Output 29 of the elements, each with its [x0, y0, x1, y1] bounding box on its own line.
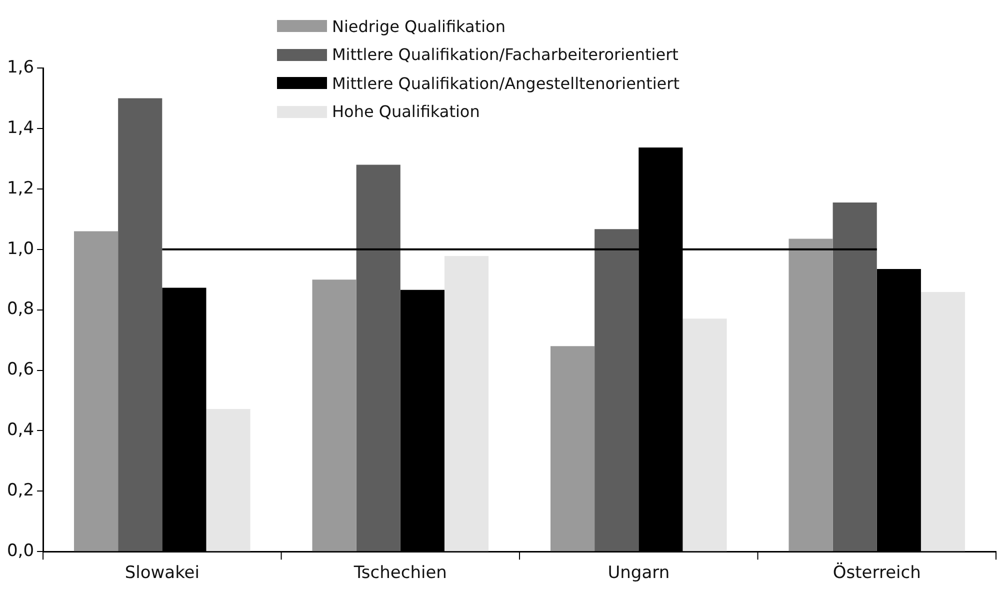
y-tick-label: 0,4: [6, 420, 34, 440]
bar: [312, 280, 356, 552]
legend-label: Mittlere Qualifikation/Angestelltenorientiert: [332, 74, 680, 93]
y-tick-label: 0,2: [6, 480, 34, 501]
y-tick-label: 0,6: [6, 360, 34, 380]
y-tick-label: 0,8: [6, 299, 34, 320]
bar: [118, 98, 162, 552]
bar: [920, 292, 966, 552]
legend-label: Niedrige Qualifikation: [332, 16, 506, 36]
x-tick-label: Slowakei: [124, 563, 200, 584]
bar: [788, 238, 833, 552]
bar: [594, 229, 639, 552]
x-tick-label: Ungarn: [608, 563, 670, 584]
legend-label: Mittlere Qualifikation/Facharbeiterorientiert: [332, 45, 678, 64]
bar: [74, 231, 118, 552]
legend-label: Hohe Qualifikation: [332, 102, 480, 122]
bar: [356, 164, 400, 552]
bar: [550, 346, 595, 552]
y-tick-label: 1,2: [6, 178, 34, 198]
y-tick-label: 1,4: [6, 118, 34, 138]
y-tick-label: 1,6: [6, 57, 34, 78]
bar: [206, 408, 250, 552]
x-tick-label: Tschechien: [352, 563, 447, 584]
y-tick-label: 0,0: [6, 541, 34, 562]
bar: [832, 202, 877, 552]
bar: [682, 318, 727, 552]
x-tick-label: Österreich: [832, 562, 921, 584]
bar: [444, 256, 489, 552]
y-tick-label: 1,0: [6, 238, 34, 259]
